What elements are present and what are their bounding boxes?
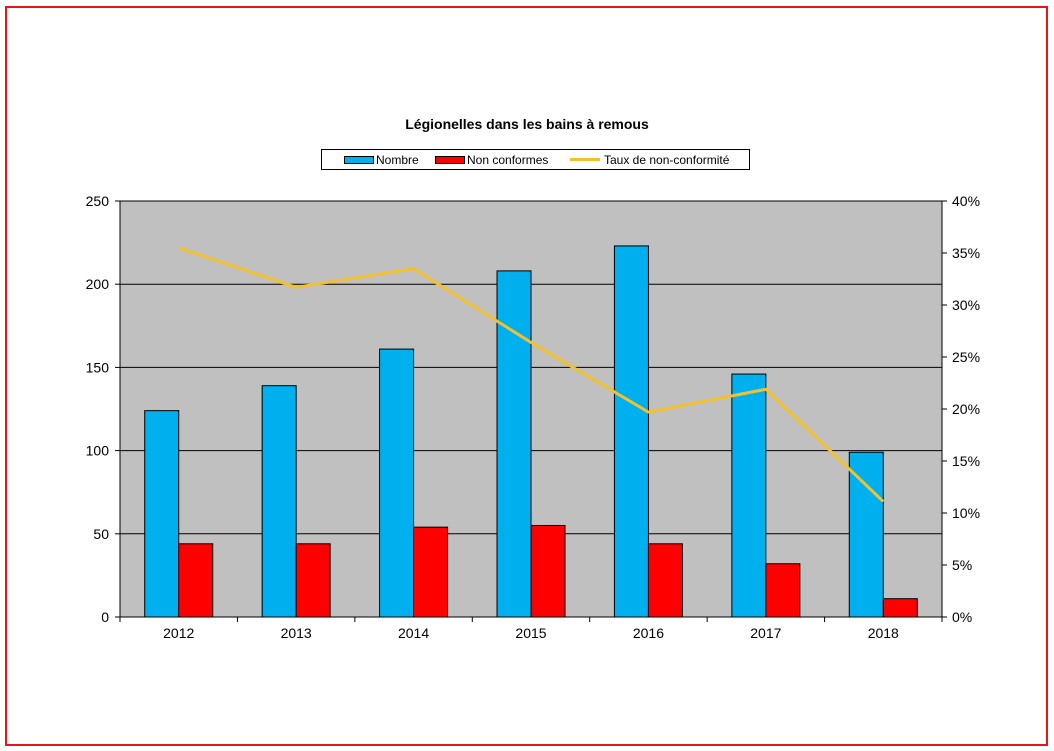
y-tick-label: 0 [101,609,109,625]
bar-nombre [496,270,532,618]
legend-swatch-nombre [344,155,374,164]
legend-item-non-conformes: Non conformes [435,153,548,167]
y-tick-label: 100 [86,443,110,459]
bar-non-conformes [413,526,449,618]
x-tick-label: 2012 [163,625,194,641]
y-tick-label: 150 [86,359,110,375]
legend-item-nombre: Nombre [344,153,419,167]
rate-line [178,246,885,503]
bar-non-conformes [178,543,214,618]
legend-swatch-non-conformes [435,155,465,164]
bar-non-conformes [647,543,683,618]
y-tick-label: 200 [86,276,110,292]
bar-nombre [848,451,884,618]
y-tick-label: 50 [93,526,109,542]
x-tick-label: 2014 [398,625,429,641]
x-tick-label: 2015 [515,625,546,641]
tick-labels: 0 50 100 150 200 250 0% 5% 10% 15% 20% 25% 30% 35% 40%… [86,193,980,641]
legend-item-taux: Taux de non-conformité [570,153,729,167]
axes [115,200,947,622]
x-tick-label: 2018 [868,625,899,641]
y2-tick-label: 0% [952,609,972,625]
legend-label-nombre: Nombre [376,153,419,167]
bar-nombre [261,385,297,618]
legend-label-non-conformes: Non conformes [467,153,549,167]
legend-label-taux: Taux de non-conformité [604,153,730,167]
bar-non-conformes [295,543,331,618]
y2-tick-label: 10% [952,505,980,521]
x-tick-label: 2017 [750,625,781,641]
bar-nombre [144,410,180,618]
bar-nombre [731,373,767,618]
x-tick-label: 2016 [633,625,664,641]
x-tick-label: 2013 [281,625,312,641]
bar-nombre [613,245,649,618]
chart-title: Légionelles dans les bains à remous [405,116,649,132]
bar-non-conformes [530,524,566,618]
bar-non-conformes [882,598,918,618]
legend-line-taux [570,158,600,162]
bar-non-conformes [765,563,801,618]
chart-legend: Nombre Non conformes Taux de non-conform… [321,149,750,170]
bar-nombre [379,348,415,618]
y2-tick-label: 25% [952,349,980,365]
y2-tick-label: 15% [952,453,980,469]
y2-tick-label: 40% [952,193,980,209]
y2-tick-label: 30% [952,297,980,313]
y2-tick-label: 20% [952,401,980,417]
bars [144,245,918,618]
y2-tick-label: 5% [952,557,972,573]
y-tick-label: 250 [86,193,110,209]
line-taux-non-conformite [178,246,885,503]
y2-tick-label: 35% [952,245,980,261]
